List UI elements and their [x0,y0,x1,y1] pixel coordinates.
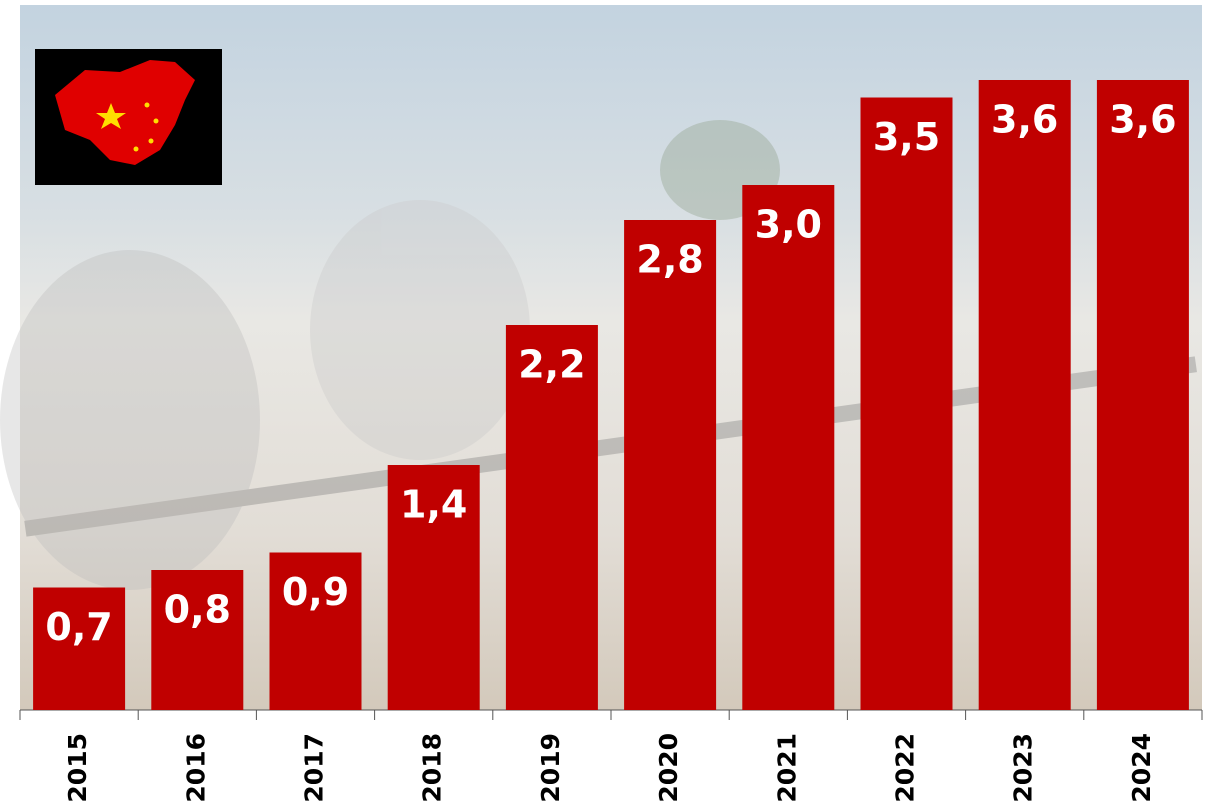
x-tick-label: 2016 [181,733,210,803]
value-label: 2,2 [518,343,585,387]
value-label: 1,4 [400,483,467,527]
x-tick-label: 2024 [1127,733,1156,803]
value-label: 3,6 [1109,98,1176,142]
x-tick-label: 2017 [300,733,329,803]
bar [860,97,953,710]
value-label: 0,7 [45,605,112,649]
value-label: 2,8 [636,238,703,282]
value-label: 0,9 [282,570,349,614]
bar [624,220,717,710]
bar [1096,80,1189,710]
bar [505,325,598,710]
x-tick-label: 2023 [1009,733,1038,803]
bar [387,465,480,710]
x-tick-label: 2022 [891,733,920,803]
bar [151,570,244,710]
value-label: 3,5 [873,115,940,159]
x-tick-label: 2019 [536,733,565,803]
x-tick-label: 2018 [418,733,447,803]
bar [978,80,1071,710]
value-label: 3,6 [991,98,1058,142]
bar [33,587,126,710]
x-tick-label: 2021 [772,733,801,803]
bar [742,185,835,710]
x-tick-label: 2020 [654,733,683,803]
value-label: 3,0 [755,203,822,247]
flag-map-icon [35,49,222,185]
value-label: 0,8 [164,588,231,632]
bar [269,552,362,710]
x-tick-label: 2015 [63,733,92,803]
